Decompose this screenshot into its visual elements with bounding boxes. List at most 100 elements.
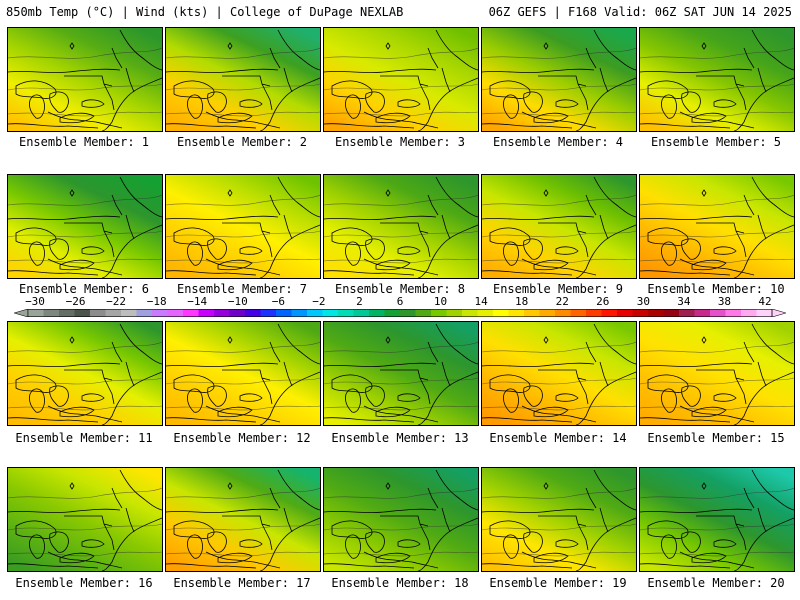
geography-outline	[523, 385, 543, 407]
geography-outline	[29, 534, 45, 559]
member-caption: Ensemble Member: 1	[18, 135, 150, 149]
colorbar-swatch	[43, 309, 60, 317]
geography-outline	[417, 371, 478, 425]
geography-outline	[713, 99, 737, 108]
temperature-field	[8, 175, 162, 278]
geography-outline	[575, 224, 636, 278]
geography-outline	[103, 83, 115, 111]
geography-outline	[15, 80, 57, 99]
colorbar-swatch	[508, 309, 525, 317]
member-caption: Ensemble Member: 14	[489, 431, 627, 445]
member-map-panel	[7, 27, 163, 132]
geography-outline	[441, 67, 451, 93]
colorbar-swatch	[524, 309, 540, 317]
geography-outline	[411, 121, 439, 129]
geography-outline	[661, 388, 677, 413]
temperature-shading	[8, 175, 162, 278]
colorbar-swatch	[477, 309, 494, 317]
colorbar-tick-label: 26	[596, 295, 610, 308]
contour-line	[166, 83, 320, 91]
member-map-panel	[323, 321, 479, 426]
geography-outline	[239, 99, 263, 108]
contour-line	[324, 194, 478, 206]
member-caption: Ensemble Member: 10	[647, 282, 785, 296]
geography-outline	[757, 507, 767, 533]
geography-outline	[103, 230, 115, 258]
member-caption: Ensemble Member: 18	[331, 576, 469, 590]
contour-line	[640, 487, 794, 499]
colorbar-tick-label: 18	[515, 295, 529, 308]
member-map-panel	[481, 27, 637, 132]
geography-outline	[419, 523, 431, 551]
geography-outline	[8, 68, 121, 73]
geography-outline	[253, 561, 281, 569]
contour-line	[640, 551, 794, 557]
temperature-shading	[166, 28, 320, 131]
geography-outline	[691, 552, 727, 564]
geography-outline	[81, 393, 105, 402]
geography-outline	[523, 531, 543, 553]
contour-line	[8, 47, 162, 59]
colorbar-tick-label: 42	[758, 295, 772, 308]
geography-outline	[64, 515, 113, 527]
geography-outline	[640, 508, 753, 513]
member-map-panel	[7, 174, 163, 279]
geography-outline	[166, 508, 279, 513]
member-caption: Ensemble Member: 12	[173, 431, 311, 445]
temperature-field	[166, 28, 320, 131]
geography-outline	[187, 94, 203, 119]
member-map-panel	[481, 321, 637, 426]
geography-outline	[640, 563, 731, 569]
geography-outline	[259, 371, 320, 425]
geography-outline	[49, 531, 69, 553]
geography-outline	[125, 214, 135, 240]
geography-outline	[441, 214, 451, 240]
contour-line	[640, 258, 794, 264]
colorbar-swatch	[648, 309, 664, 317]
geography-outline	[751, 176, 794, 218]
geography-outline	[417, 77, 478, 131]
temperature-field	[324, 175, 478, 278]
geography-outline	[647, 80, 689, 99]
contour-line	[324, 487, 478, 499]
geography-outline	[555, 246, 579, 255]
geography-outline	[411, 561, 439, 569]
geography-outline	[125, 507, 135, 533]
geography-outline	[538, 75, 587, 87]
contour-line	[324, 523, 478, 531]
geography-outline	[277, 176, 320, 218]
geography-outline	[441, 361, 451, 387]
geography-outline	[575, 371, 636, 425]
temperature-shading	[640, 468, 794, 571]
temperature-shading	[324, 468, 478, 571]
colorbar-swatch	[198, 309, 215, 317]
geography-outline	[119, 29, 162, 71]
temperature-field	[482, 28, 636, 131]
geography-outline	[727, 121, 755, 129]
geography-outline	[331, 520, 373, 539]
geography-outline	[735, 377, 747, 405]
geography-outline	[640, 270, 731, 276]
contour-line	[640, 405, 794, 411]
geography-outline	[647, 374, 689, 393]
member-map-panel	[323, 27, 479, 132]
colorbar-swatch	[586, 309, 602, 317]
colorbar-swatch	[570, 309, 587, 317]
geography-outline	[640, 362, 753, 367]
geography-outline	[575, 517, 636, 571]
temperature-shading	[640, 175, 794, 278]
geography-outline	[269, 341, 281, 363]
contour-line	[482, 258, 636, 264]
geography-outline	[733, 371, 794, 425]
geography-outline	[8, 508, 121, 513]
geography-outline	[59, 112, 95, 124]
geography-outline	[49, 91, 69, 113]
geography-outline	[59, 406, 95, 418]
geography-outline	[345, 241, 361, 266]
geography-outline	[269, 47, 281, 69]
geography-outline	[593, 323, 636, 365]
geography-outline	[427, 194, 439, 216]
temperature-shading	[640, 322, 794, 425]
member-map-panel	[639, 321, 795, 426]
contour-line	[482, 230, 636, 238]
